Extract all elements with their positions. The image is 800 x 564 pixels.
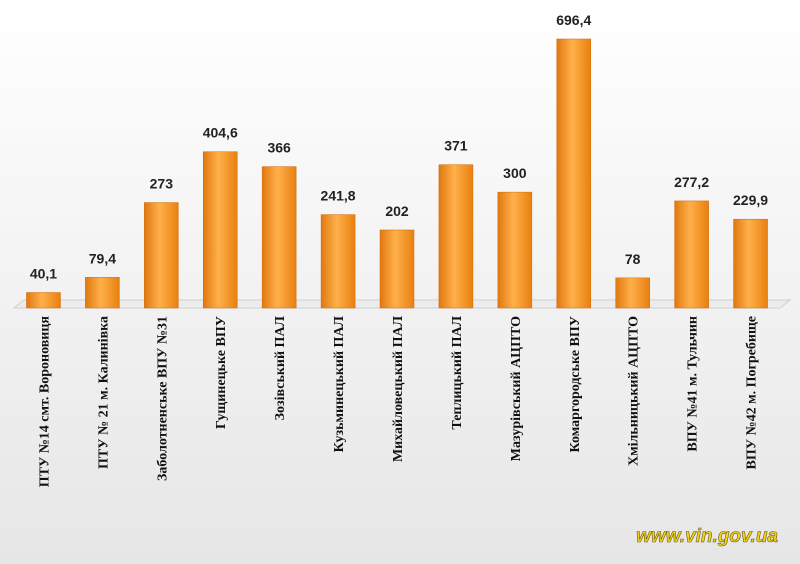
bar [497, 191, 533, 309]
value-label: 78 [625, 251, 641, 267]
x-tick-label: Мазурівський АЦПТО [509, 316, 524, 461]
bar [85, 277, 120, 309]
value-label: 404,6 [203, 125, 238, 141]
value-label: 273 [150, 176, 174, 192]
bar [615, 277, 650, 309]
value-label: 79,4 [89, 250, 116, 266]
value-label: 371 [444, 138, 468, 154]
bar [674, 200, 709, 309]
bar [26, 292, 61, 309]
x-tick-label: ВПУ №42 м. Погребище [745, 316, 760, 469]
bar [438, 164, 474, 309]
x-tick-label: Гущинецьке ВПУ [214, 316, 229, 429]
x-tick-label: Комаргородське ВПУ [568, 316, 583, 452]
value-label: 40,1 [30, 266, 57, 282]
bar [202, 151, 238, 309]
x-tick-label: Заболотненське ВПУ №31 [155, 316, 170, 481]
bar [144, 202, 179, 309]
bar [320, 214, 356, 309]
x-tick-label: Кузьминецький ПАЛ [332, 315, 347, 452]
x-tick-label: Хмільницький АЦПТО [627, 316, 642, 466]
x-tick-label: ПТУ № 21 м. Калинівка [96, 316, 111, 469]
x-tick-label: Теплицький ПАЛ [450, 315, 465, 429]
value-label: 229,9 [733, 192, 768, 208]
value-label: 696,4 [556, 12, 591, 28]
bar [379, 229, 415, 309]
bar [733, 218, 768, 309]
x-tick-label: ПТУ №14 смт. Вороновиця [37, 316, 52, 488]
bar [556, 38, 592, 309]
bar [261, 166, 297, 309]
x-tick-label: Зозівський ПАЛ [273, 315, 288, 420]
value-label: 300 [503, 165, 527, 181]
value-label: 277,2 [674, 174, 709, 190]
value-label: 366 [267, 140, 291, 156]
value-label: 241,8 [321, 188, 356, 204]
x-tick-label: Михайловецький ПАЛ [391, 315, 406, 462]
value-label: 202 [385, 203, 409, 219]
watermark: www.vin.gov.ua [636, 526, 778, 547]
x-tick-label: ВПУ №41 м. Тульчин [686, 316, 701, 452]
